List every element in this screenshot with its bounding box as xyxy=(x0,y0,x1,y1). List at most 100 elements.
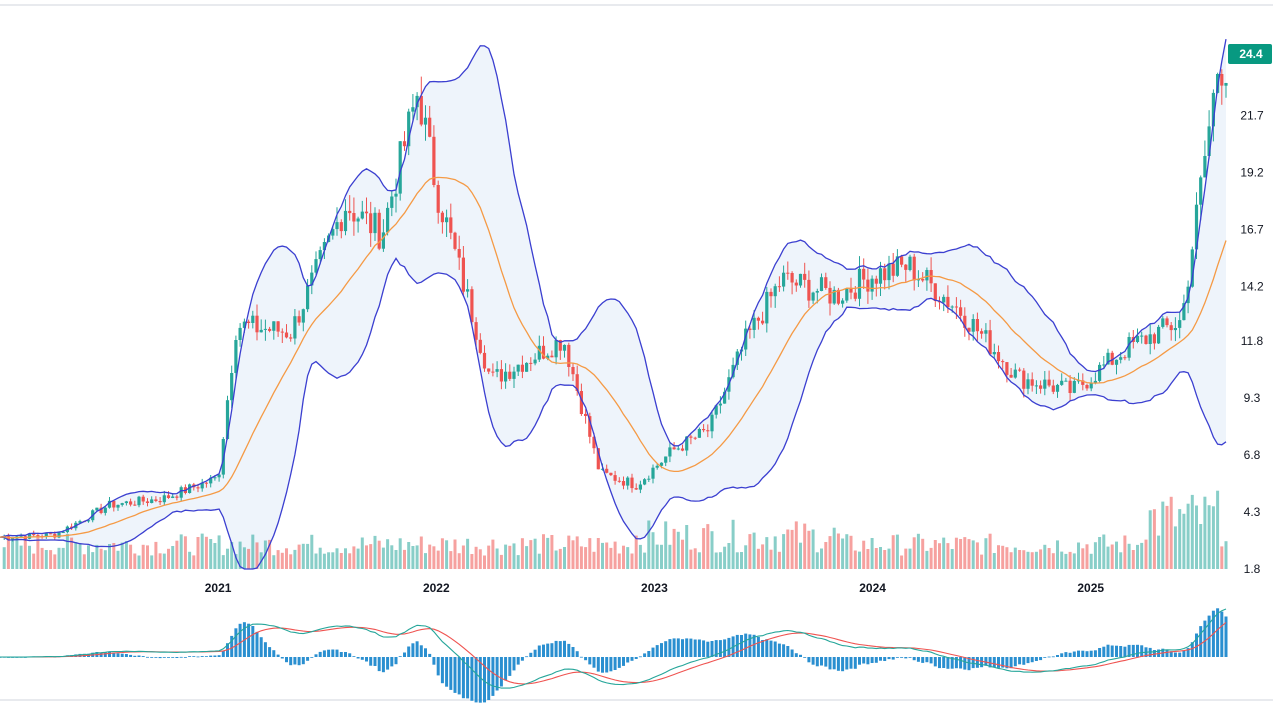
macd-histogram-bar xyxy=(179,656,183,658)
volume-bar xyxy=(150,555,154,569)
volume-bar xyxy=(895,534,899,569)
macd-histogram-bar xyxy=(255,631,259,657)
volume-bar xyxy=(963,537,967,569)
macd-histogram-bar xyxy=(445,657,449,687)
macd-histogram-bar xyxy=(622,657,625,666)
candle-body xyxy=(761,320,765,324)
volume-bar xyxy=(234,554,238,569)
candle-body xyxy=(1068,380,1072,393)
volume-bar xyxy=(664,521,668,569)
candle-body xyxy=(508,371,512,379)
candle-body xyxy=(1018,369,1022,371)
macd-histogram-bar xyxy=(845,657,849,670)
macd-histogram-bar xyxy=(959,657,963,669)
candle-body xyxy=(116,504,120,508)
macd-histogram-bar xyxy=(921,657,925,663)
volume-bar xyxy=(369,544,373,569)
macd-histogram-bar xyxy=(466,657,470,699)
volume-bar xyxy=(209,539,213,569)
volume-bar xyxy=(301,543,305,569)
macd-histogram-bar xyxy=(310,657,314,658)
volume-bar xyxy=(841,538,845,569)
volume-bar xyxy=(171,546,175,569)
candle-body xyxy=(440,212,444,223)
volume-bar xyxy=(242,547,246,569)
macd-histogram-bar xyxy=(752,634,756,657)
candle-body xyxy=(415,95,419,108)
candle-body xyxy=(1076,380,1081,382)
macd-histogram-bar xyxy=(167,657,170,658)
volume-bar xyxy=(643,552,647,569)
volume-bar xyxy=(445,540,449,569)
candle-body xyxy=(735,351,739,365)
volume-bar xyxy=(419,536,423,569)
macd-histogram-bar xyxy=(836,657,840,671)
volume-bar xyxy=(752,532,756,569)
macd-histogram-bar xyxy=(1077,650,1080,657)
candle-body xyxy=(86,520,91,522)
candle-body xyxy=(162,495,166,503)
volume-bar xyxy=(836,533,840,569)
candle-body xyxy=(504,371,508,382)
candle-body xyxy=(790,273,794,283)
candle-body xyxy=(44,533,48,537)
candle-body xyxy=(672,447,676,450)
volume-bar xyxy=(1220,546,1224,569)
macd-histogram-bar xyxy=(672,638,676,657)
volume-bar xyxy=(1131,550,1135,569)
candle-body xyxy=(554,340,558,358)
macd-histogram-bar xyxy=(929,657,933,664)
macd-histogram-bar xyxy=(461,657,465,699)
candle-body xyxy=(1047,379,1051,386)
macd-histogram-bar xyxy=(499,657,503,687)
volume-bar xyxy=(137,555,141,569)
volume-bar xyxy=(883,550,887,569)
macd-histogram-bar xyxy=(912,657,916,661)
volume-bar xyxy=(1115,541,1118,569)
macd-histogram-bar xyxy=(306,657,310,661)
macd-histogram-bar xyxy=(171,657,175,658)
candle-body xyxy=(310,272,314,286)
macd-histogram-bar xyxy=(815,657,819,667)
candle-body xyxy=(525,362,529,372)
candle-body xyxy=(1089,382,1093,389)
macd-histogram-bar xyxy=(365,657,368,662)
macd-histogram-bar xyxy=(318,651,322,657)
macd-histogram-bar xyxy=(1060,653,1064,657)
macd-histogram-bar xyxy=(537,645,541,657)
candle-body xyxy=(676,448,680,450)
candle-body xyxy=(546,355,550,359)
volume-bar xyxy=(1030,552,1034,569)
volume-bar xyxy=(87,545,90,569)
macd-histogram-bar xyxy=(1186,648,1190,657)
macd-histogram-bar xyxy=(209,655,213,657)
volume-bar xyxy=(748,534,752,569)
macd-histogram-bar xyxy=(933,657,937,667)
macd-histogram-bar xyxy=(596,657,600,672)
macd-histogram-bar xyxy=(129,654,133,657)
macd-histogram-bar xyxy=(938,657,941,669)
candle-body xyxy=(996,352,1001,362)
volume-bar xyxy=(356,548,360,569)
candle-body xyxy=(782,272,786,287)
candle-body xyxy=(807,279,811,301)
volume-bar xyxy=(537,553,541,569)
macd-histogram-bar xyxy=(1136,644,1139,657)
candle-body xyxy=(946,296,950,308)
macd-histogram-bar xyxy=(546,643,550,657)
candle-body xyxy=(626,477,630,486)
macd-histogram-bar xyxy=(655,645,659,657)
volume-bar xyxy=(613,541,617,569)
volume-bar xyxy=(432,546,436,569)
macd-histogram-bar xyxy=(967,657,971,671)
volume-bar xyxy=(1203,496,1207,569)
candle-body xyxy=(112,500,116,508)
candle-body xyxy=(571,367,575,375)
candle-body xyxy=(251,315,255,323)
candle-body xyxy=(360,211,364,219)
candle-body xyxy=(175,496,179,498)
volume-bar xyxy=(344,548,347,569)
volume-bar xyxy=(584,547,588,569)
volume-bar xyxy=(23,536,27,569)
candle-body xyxy=(133,504,137,506)
